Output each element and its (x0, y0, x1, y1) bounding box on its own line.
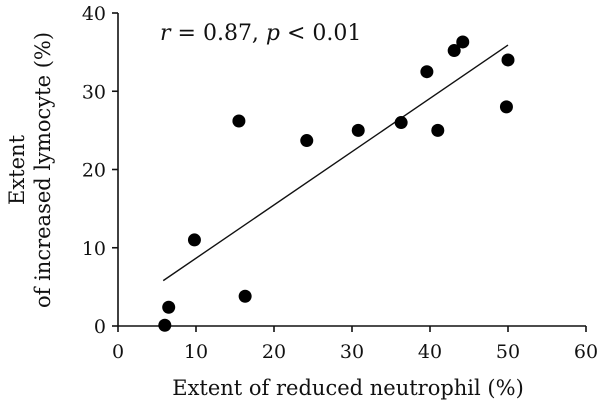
correlation-annotation: r = 0.87, p < 0.01 (160, 21, 361, 46)
y-axis-title-line-2: of increased lymocyte (%) (31, 32, 55, 308)
x-tick-label: 20 (262, 341, 286, 363)
data-point (420, 65, 434, 79)
fit-line-group (162, 44, 509, 282)
data-point (187, 233, 201, 247)
points-group (158, 35, 515, 332)
y-tick-label: 40 (82, 3, 106, 25)
x-tick-label: 50 (496, 341, 520, 363)
y-axis-title-line-1: Extent (5, 134, 29, 205)
data-point (238, 289, 252, 303)
data-point (499, 100, 513, 114)
y-tick-label: 0 (94, 316, 106, 338)
y-tick-label: 30 (82, 81, 106, 103)
y-tick-label: 10 (82, 238, 106, 260)
x-tick-label: 30 (340, 341, 364, 363)
data-point (300, 134, 314, 148)
x-tick-label: 60 (574, 341, 598, 363)
regression-line (162, 44, 509, 282)
data-point (162, 300, 176, 314)
data-point (501, 53, 515, 67)
x-axis-title: Extent of reduced neutrophil (%) (172, 376, 524, 400)
x-tick-label: 40 (418, 341, 442, 363)
data-point (351, 123, 365, 137)
data-point (431, 123, 445, 137)
axes: 0 10 20 30 40 50 60 0 10 20 30 40 (82, 3, 598, 363)
y-tick-label: 20 (82, 160, 106, 182)
x-tick-label: 0 (112, 341, 124, 363)
x-tick-label: 10 (184, 341, 208, 363)
data-point (447, 44, 461, 58)
data-point (394, 116, 408, 130)
data-point (232, 114, 246, 128)
data-point (456, 35, 470, 49)
data-point (158, 318, 172, 332)
